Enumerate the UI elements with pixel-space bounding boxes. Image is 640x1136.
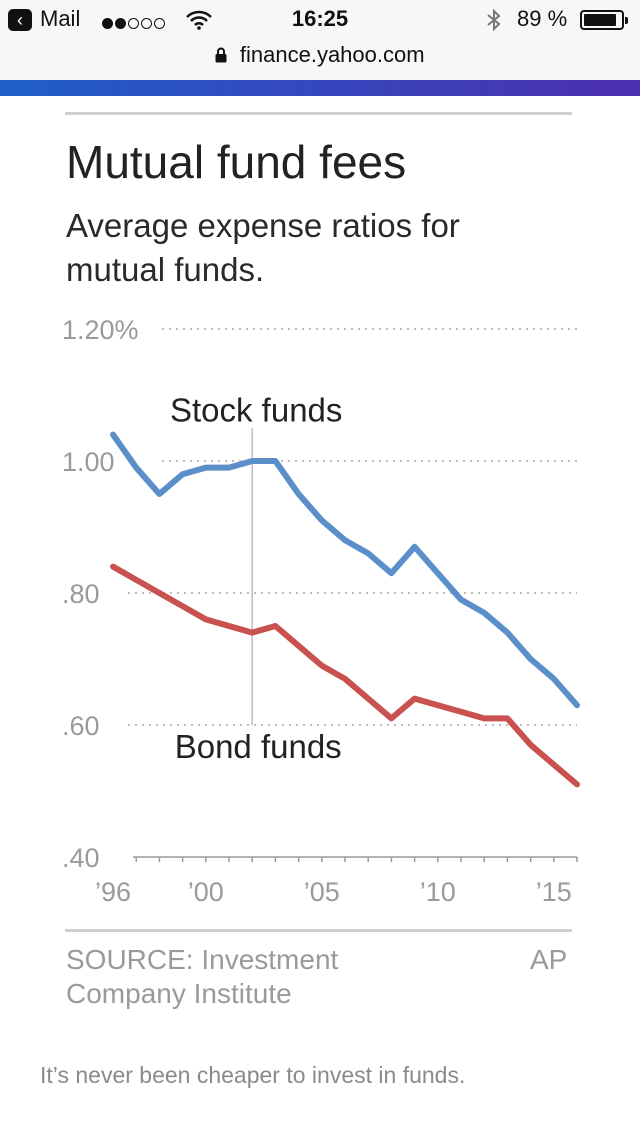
x-tick-label: ’96 <box>95 877 131 907</box>
expense-ratio-chart: 1.20% 1.00 .80 .60 .40 ’96 ’00 ’05 ’10 ’15 Stock f… <box>62 315 580 907</box>
clock-time: 16:25 <box>291 6 349 31</box>
series-line-stock-funds <box>110 431 580 709</box>
url-bar[interactable]: finance.yahoo.com <box>0 40 640 80</box>
bluetooth-icon <box>487 8 501 32</box>
source-note: SOURCE: Investment Company Institute <box>66 944 339 1009</box>
chart-title: Mutual fund fees <box>66 136 407 188</box>
annotation-bond-funds: Bond funds <box>175 728 342 765</box>
annotation-stock-funds: Stock funds <box>170 391 342 428</box>
top-divider <box>65 112 572 115</box>
url-text[interactable]: finance.yahoo.com <box>239 42 425 67</box>
status-bar: ‹ Mail 16:25 89 % <box>0 0 640 40</box>
x-tick-label: ’05 <box>304 877 340 907</box>
wifi-icon <box>186 10 212 30</box>
battery-fill <box>584 14 617 26</box>
x-tick-label: ’15 <box>536 877 572 907</box>
y-tick-label: .80 <box>62 579 100 609</box>
back-to-app-label[interactable]: Mail <box>40 6 81 31</box>
lock-icon <box>215 47 227 63</box>
site-brand-bar <box>0 80 640 96</box>
battery-percent: 89 % <box>517 6 568 31</box>
series-line-bond-funds <box>110 563 580 788</box>
x-tick-label: ’10 <box>420 877 456 907</box>
chart-subtitle: Average expense ratios for mutual funds. <box>66 207 460 288</box>
article-caption: It’s never been cheaper to invest in fun… <box>40 1062 466 1088</box>
y-tick-label: 1.20% <box>62 315 139 345</box>
signal-strength-icon <box>102 16 167 34</box>
x-tick-label: ’00 <box>188 877 224 907</box>
battery-icon <box>580 10 628 30</box>
bottom-divider <box>65 929 572 932</box>
y-tick-label: .40 <box>62 843 100 873</box>
back-arrow-icon[interactable]: ‹ <box>8 9 32 31</box>
credit-label: AP <box>530 944 568 975</box>
y-tick-label: 1.00 <box>62 447 115 477</box>
y-tick-label: .60 <box>62 711 100 741</box>
